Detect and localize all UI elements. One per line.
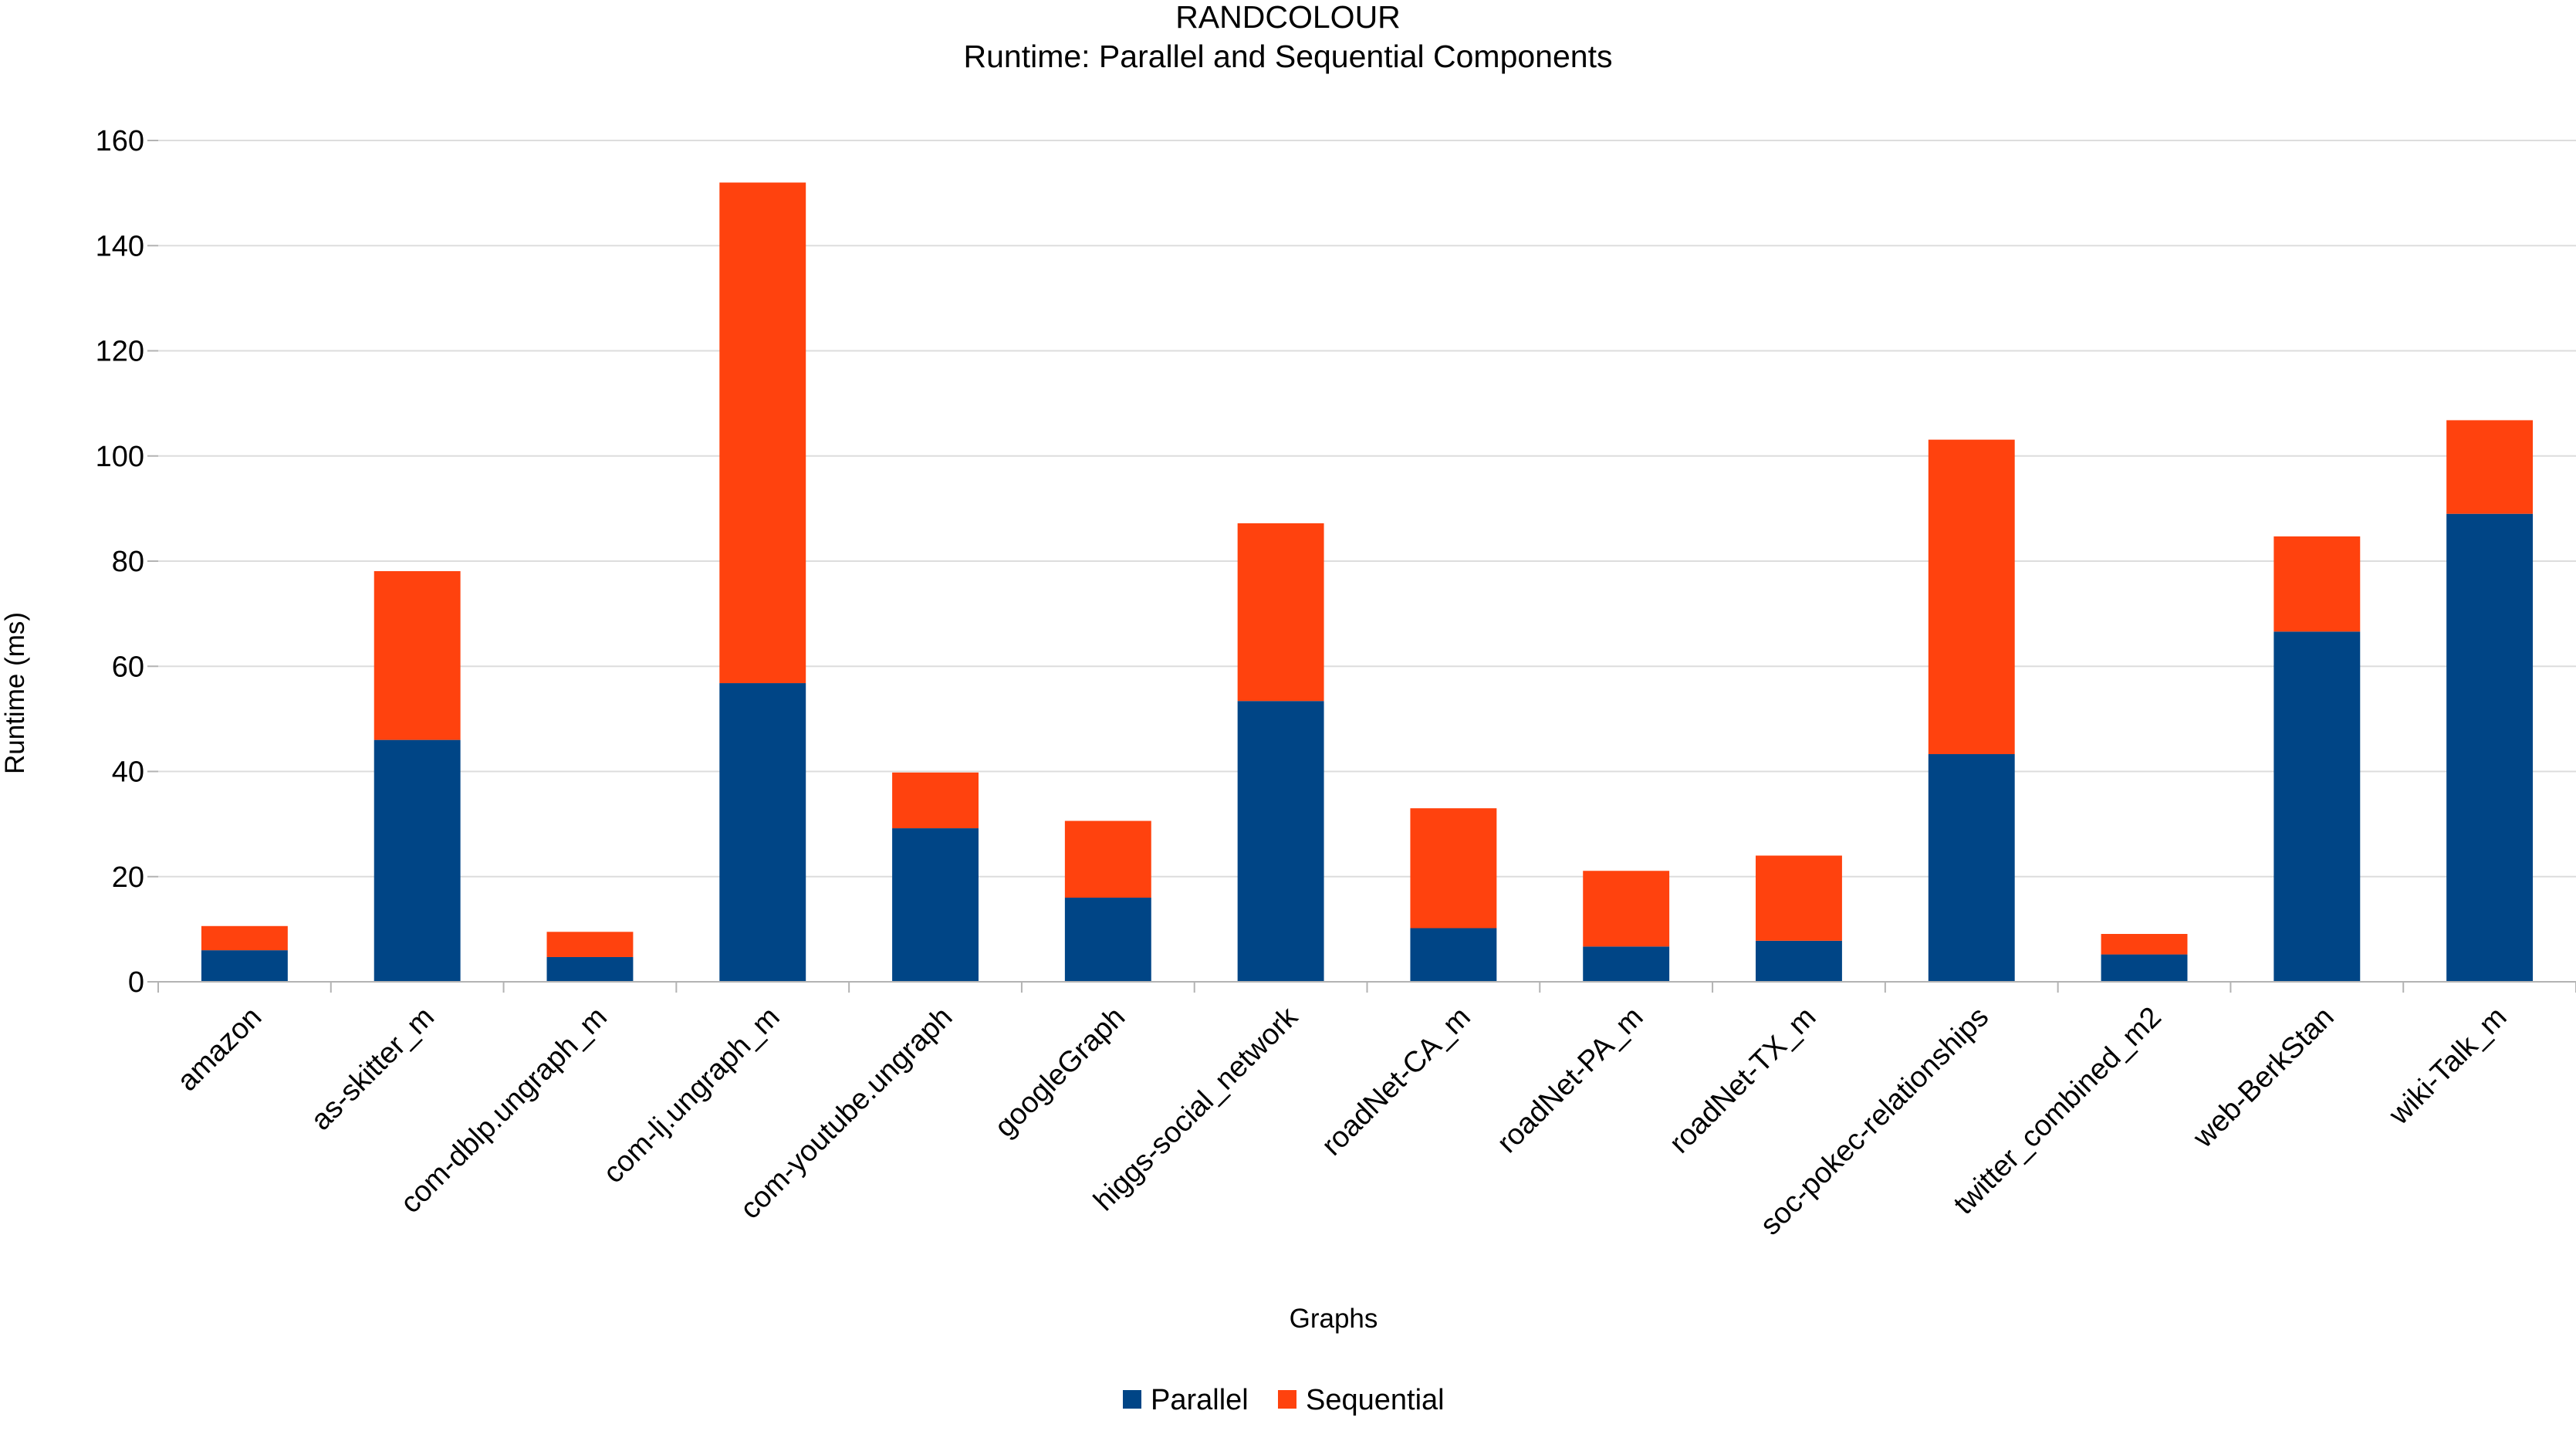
bar-sequential bbox=[1064, 820, 1151, 898]
y-tick-label: 80 bbox=[112, 546, 144, 578]
legend: Parallel Sequential bbox=[1123, 1384, 1445, 1416]
y-axis-title: Runtime (ms) bbox=[0, 612, 30, 774]
y-tick-label: 40 bbox=[112, 756, 144, 789]
bar-parallel bbox=[1064, 898, 1151, 982]
y-tick-label: 20 bbox=[112, 861, 144, 894]
bar-sequential bbox=[546, 932, 634, 957]
y-tick-label: 100 bbox=[96, 441, 144, 473]
bar-sequential bbox=[1237, 523, 1324, 702]
bar-sequential bbox=[892, 772, 979, 829]
bar-parallel bbox=[1756, 940, 1842, 982]
bar-sequential bbox=[1756, 855, 1842, 941]
bar-sequential bbox=[2446, 420, 2534, 514]
bar-parallel bbox=[1410, 928, 1497, 982]
bar-sequential bbox=[201, 925, 288, 951]
bar-parallel bbox=[1583, 946, 1670, 982]
chart-title: RANDCOLOUR bbox=[1175, 0, 1401, 35]
bar-sequential bbox=[1583, 871, 1670, 947]
bar-sequential bbox=[374, 570, 461, 740]
bar-parallel bbox=[201, 950, 288, 982]
legend-swatch-sequential bbox=[1278, 1390, 1296, 1409]
bar-sequential bbox=[2101, 934, 2188, 955]
bar-sequential bbox=[2273, 536, 2361, 632]
y-tick-label: 160 bbox=[96, 125, 144, 157]
legend-label-parallel: Parallel bbox=[1151, 1384, 1249, 1416]
bar-parallel bbox=[719, 683, 806, 982]
y-tick-label: 120 bbox=[96, 336, 144, 368]
bar-parallel bbox=[546, 956, 634, 982]
bar-parallel bbox=[1928, 754, 2015, 982]
bar-parallel bbox=[1237, 701, 1324, 982]
bar-parallel bbox=[2446, 513, 2534, 982]
x-axis bbox=[157, 981, 2576, 993]
bar-sequential bbox=[1410, 808, 1497, 929]
bar-sequential bbox=[1928, 439, 2015, 755]
chart-subtitle: Runtime: Parallel and Sequential Compone… bbox=[963, 39, 1612, 74]
bar-parallel bbox=[374, 739, 461, 982]
y-tick-label: 60 bbox=[112, 651, 144, 683]
bar-parallel bbox=[2273, 631, 2361, 982]
bars bbox=[201, 182, 2534, 982]
bar-parallel bbox=[892, 828, 979, 982]
y-tick-label: 140 bbox=[96, 230, 144, 262]
legend-swatch-parallel bbox=[1123, 1390, 1141, 1409]
y-axis-ticks: 0 20 40 60 80 100 120 140 160 bbox=[96, 125, 158, 999]
y-tick-label: 0 bbox=[128, 966, 144, 999]
bar-parallel bbox=[2101, 954, 2188, 982]
x-axis-title: Graphs bbox=[1290, 1304, 1378, 1334]
legend-label-sequential: Sequential bbox=[1306, 1384, 1445, 1416]
bar-sequential bbox=[719, 182, 806, 684]
